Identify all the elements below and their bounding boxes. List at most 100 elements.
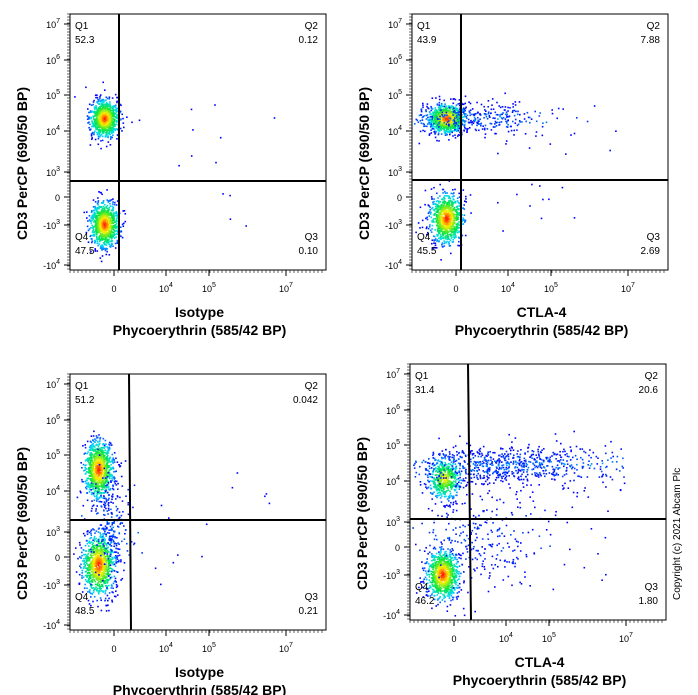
event-point <box>95 474 97 476</box>
event-point <box>452 225 455 228</box>
event-point <box>437 118 440 120</box>
event-point <box>445 235 447 237</box>
event-point <box>510 129 513 132</box>
event-point <box>99 436 102 439</box>
y-tick-label: 106 <box>388 54 402 66</box>
event-point <box>434 203 437 205</box>
event-point <box>113 452 116 454</box>
event-point <box>446 219 449 221</box>
event-point <box>95 107 98 109</box>
event-point <box>444 120 446 122</box>
event-point <box>114 201 116 204</box>
event-point <box>102 453 104 456</box>
event-point <box>97 440 99 443</box>
event-point <box>214 104 216 106</box>
event-point <box>112 134 114 137</box>
event-point <box>456 213 458 215</box>
event-point <box>102 486 104 488</box>
event-point <box>439 213 441 215</box>
event-point <box>451 131 453 134</box>
quadrant-name-q3: Q3 <box>647 232 661 243</box>
event-point <box>444 208 447 211</box>
event-point <box>434 131 437 134</box>
event-point <box>111 129 113 132</box>
event-point <box>92 487 95 490</box>
event-point <box>95 471 98 473</box>
event-point <box>104 449 106 452</box>
event-point <box>112 213 115 216</box>
event-point <box>122 117 124 120</box>
event-point <box>97 457 99 460</box>
event-point <box>484 124 487 127</box>
event-point <box>100 108 103 111</box>
event-point <box>448 215 451 217</box>
event-point <box>90 447 92 450</box>
event-point <box>97 477 99 479</box>
event-point <box>110 121 113 123</box>
event-point <box>433 239 435 242</box>
event-point <box>514 101 517 103</box>
event-point <box>513 134 515 136</box>
event-point <box>116 230 118 233</box>
event-point <box>114 106 117 108</box>
event-point <box>456 231 459 234</box>
event-point <box>84 473 87 475</box>
event-point <box>98 131 101 133</box>
event-point <box>93 209 96 212</box>
event-point <box>440 217 442 219</box>
event-point <box>110 199 113 201</box>
event-point <box>464 113 467 115</box>
event-point <box>443 115 445 118</box>
event-point <box>436 200 439 202</box>
event-point <box>91 137 93 139</box>
event-point <box>443 202 446 204</box>
event-point <box>101 218 104 220</box>
event-point <box>431 127 433 130</box>
event-point <box>416 119 419 122</box>
event-point <box>92 484 95 486</box>
event-point <box>573 132 576 135</box>
event-point <box>445 132 447 135</box>
event-point <box>435 205 437 208</box>
event-point <box>102 497 104 499</box>
event-point <box>106 445 108 448</box>
event-point <box>447 218 449 220</box>
event-point <box>458 221 460 223</box>
event-point <box>446 206 448 208</box>
event-point <box>92 199 95 201</box>
event-point <box>464 102 467 105</box>
event-point <box>438 230 441 232</box>
event-point <box>95 484 97 486</box>
event-point <box>106 124 108 127</box>
event-point <box>96 461 99 464</box>
event-point <box>439 124 442 127</box>
plot-panel-1: Q1 52.3 Q2 0.12 Q3 0.10 Q4 47.5 107 106 105 104 103 0… <box>0 0 349 345</box>
event-point <box>108 476 111 479</box>
event-point <box>103 210 106 212</box>
event-point <box>100 130 102 132</box>
event-point <box>91 463 94 466</box>
event-point <box>484 136 486 139</box>
event-point <box>456 223 459 225</box>
event-point <box>98 500 100 503</box>
event-point <box>447 235 450 238</box>
event-point <box>455 104 458 106</box>
event-point <box>94 248 96 250</box>
event-point <box>505 140 508 142</box>
event-point <box>439 127 441 129</box>
event-point <box>99 95 101 98</box>
event-point <box>88 446 91 449</box>
event-point <box>450 127 452 129</box>
event-point <box>97 498 99 501</box>
event-point <box>94 471 96 474</box>
event-point <box>107 115 109 118</box>
event-point <box>443 245 446 247</box>
event-point <box>423 115 426 117</box>
event-point <box>474 118 477 120</box>
event-point <box>450 207 452 209</box>
event-point <box>109 120 111 122</box>
event-point <box>116 216 118 218</box>
event-point <box>448 117 451 119</box>
event-point <box>104 99 107 102</box>
event-point <box>98 134 100 136</box>
